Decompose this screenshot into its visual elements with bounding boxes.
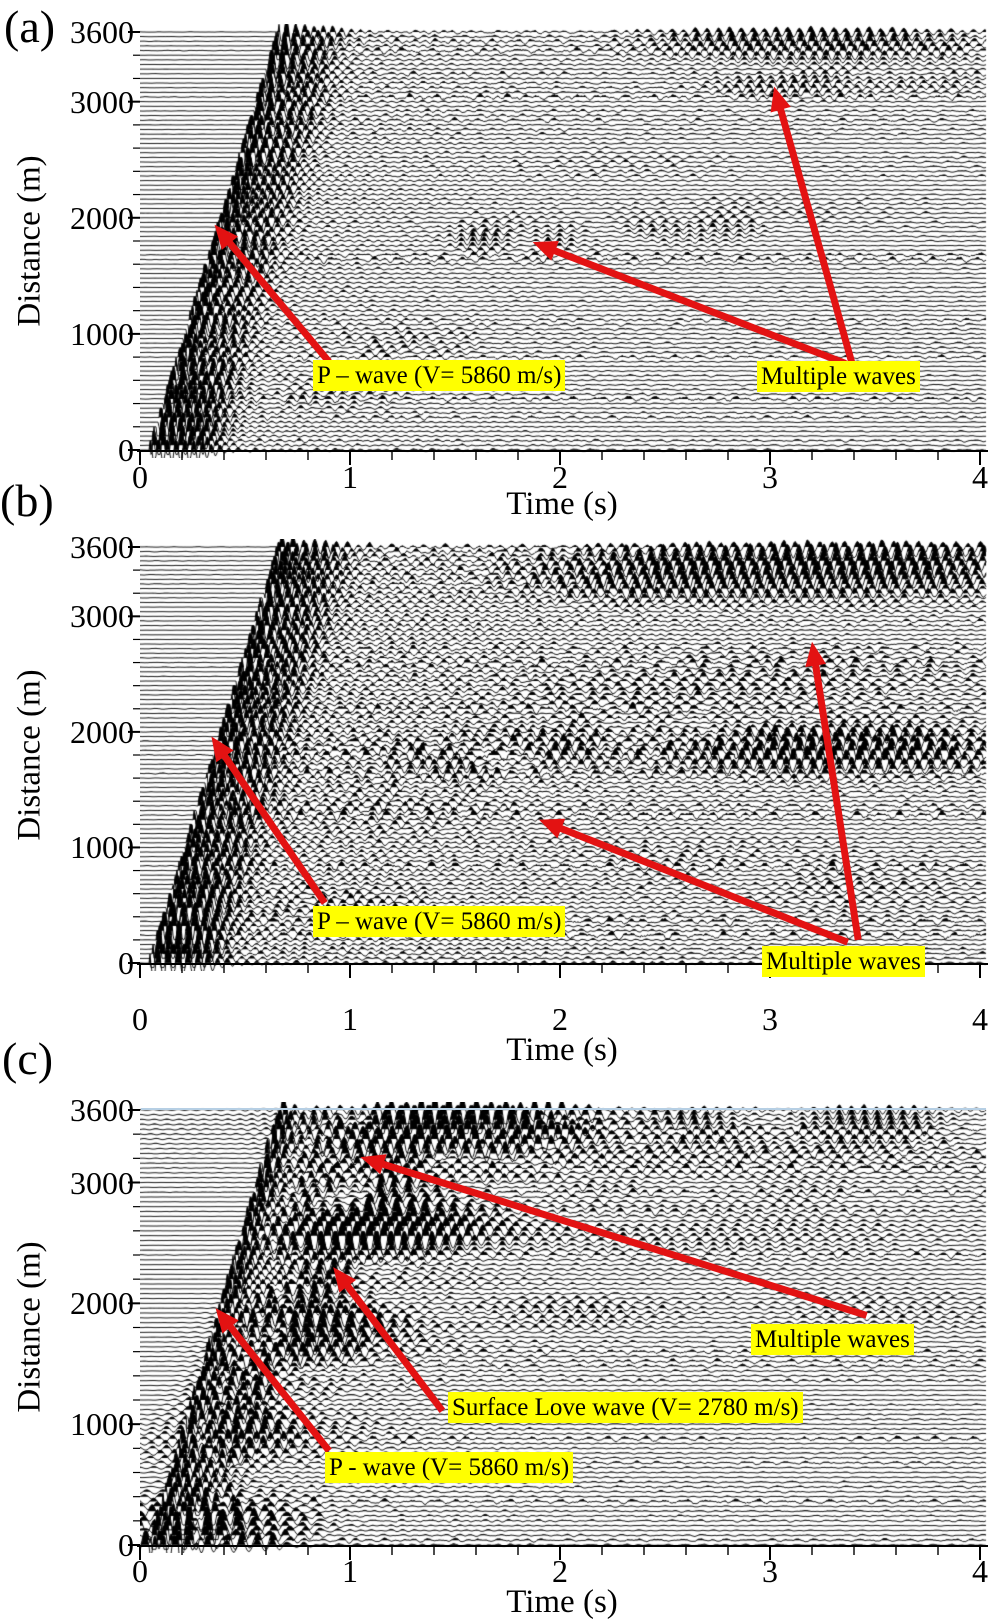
x-tick-label: 0 <box>132 1553 148 1589</box>
x-tick-label: 2 <box>552 459 568 495</box>
y-tick-label: 2000 <box>70 713 134 750</box>
panel-label-c: (c) <box>2 1033 54 1084</box>
x-tick-label: 1 <box>342 1001 358 1037</box>
y-tick-label: 3000 <box>70 598 134 635</box>
x-tick-label: 0 <box>132 459 148 495</box>
annotation-label-p-wave-a: P – wave (V= 5860 m/s) <box>313 360 566 392</box>
y-tick-label: 3600 <box>70 1092 134 1128</box>
y-axis-title-a: Distance (m) <box>11 155 48 327</box>
annotation-label-p-wave-b: P – wave (V= 5860 m/s) <box>313 906 566 938</box>
x-tick-label: 0 <box>132 1001 148 1037</box>
y-tick-label: 0 <box>118 1527 134 1563</box>
y-tick-label: 2000 <box>70 1285 134 1322</box>
y-tick-label: 3600 <box>70 14 134 50</box>
panel-label-b: (b) <box>0 475 54 526</box>
y-tick-label: 1000 <box>70 315 134 352</box>
y-tick-label: 0 <box>118 945 134 981</box>
x-axis-title-c: Time (s) <box>506 1584 618 1620</box>
x-tick-label: 1 <box>342 459 358 495</box>
annotation-label-p-wave-c: P - wave (V= 5860 m/s) <box>325 1452 574 1484</box>
x-tick-label: 3 <box>762 1553 778 1589</box>
x-tick-label: 4 <box>972 1001 988 1037</box>
panel-c-top-edge-line <box>141 1108 986 1110</box>
x-tick-label: 4 <box>972 1553 988 1589</box>
y-tick-label: 0 <box>118 432 134 468</box>
panel-label-a: (a) <box>4 1 56 52</box>
y-axis-title-c: Distance (m) <box>11 1241 48 1413</box>
seismic-section-a <box>140 24 987 458</box>
y-tick-label: 3600 <box>70 529 134 565</box>
x-tick-label: 2 <box>552 1553 568 1589</box>
y-tick-label: 3000 <box>70 83 134 120</box>
annotation-label-multiple-waves-a: Multiple waves <box>757 361 920 393</box>
y-tick-label: 3000 <box>70 1164 134 1201</box>
x-tick-label: 3 <box>762 1001 778 1037</box>
x-axis-title-b: Time (s) <box>506 1032 618 1068</box>
y-tick-label: 2000 <box>70 199 134 236</box>
y-axis-title-b: Distance (m) <box>11 669 48 841</box>
annotation-label-multiple-waves-c: Multiple waves <box>751 1324 914 1356</box>
annotation-label-surface-love-wave-c: Surface Love wave (V= 2780 m/s) <box>448 1392 803 1424</box>
x-tick-label: 2 <box>552 1001 568 1037</box>
y-tick-label: 1000 <box>70 1406 134 1443</box>
x-tick-label: 1 <box>342 1553 358 1589</box>
y-tick-label: 1000 <box>70 829 134 866</box>
annotation-label-multiple-waves-b: Multiple waves <box>762 946 925 978</box>
x-tick-label: 3 <box>762 459 778 495</box>
x-tick-label: 4 <box>972 459 988 495</box>
x-axis-title-a: Time (s) <box>506 486 618 522</box>
